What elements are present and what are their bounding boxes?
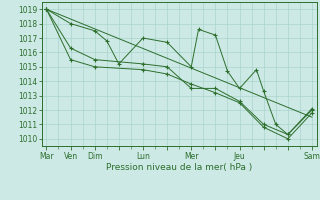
X-axis label: Pression niveau de la mer( hPa ): Pression niveau de la mer( hPa ) bbox=[106, 163, 252, 172]
